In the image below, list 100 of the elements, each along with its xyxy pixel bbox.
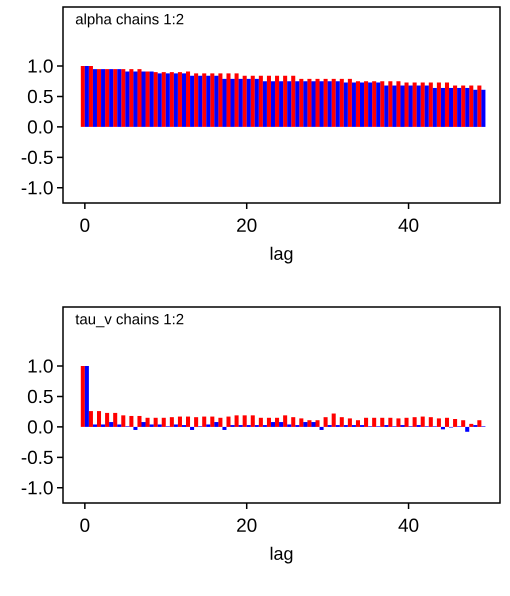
- bar: [364, 81, 368, 127]
- bar: [275, 418, 280, 427]
- bar: [178, 416, 182, 427]
- bar: [246, 78, 251, 127]
- y-tick-label: 0.5: [28, 90, 53, 104]
- bar: [218, 418, 222, 427]
- bar: [218, 73, 222, 127]
- bar: [477, 420, 482, 427]
- y-tick-label: -1.0: [22, 481, 53, 494]
- bar: [473, 90, 478, 127]
- bar: [368, 82, 372, 127]
- bar: [210, 416, 214, 427]
- bar: [137, 416, 142, 427]
- bar: [465, 426, 470, 432]
- bar: [250, 415, 255, 427]
- bar: [96, 69, 102, 127]
- bar: [344, 82, 348, 127]
- bar: [396, 418, 400, 427]
- bar: [262, 81, 267, 127]
- bar: [258, 418, 263, 427]
- bar: [360, 82, 364, 127]
- bar: [194, 417, 198, 427]
- bar: [125, 72, 130, 127]
- bar: [266, 76, 271, 127]
- bar: [287, 81, 292, 127]
- bar: [287, 424, 292, 427]
- bar: [436, 82, 441, 127]
- bar: [307, 78, 312, 127]
- bar: [234, 415, 239, 427]
- bar: [320, 81, 324, 127]
- x-axis-title: lag: [270, 246, 292, 264]
- bar: [336, 81, 340, 127]
- bar: [206, 424, 210, 427]
- bar: [384, 86, 388, 127]
- bar: [146, 418, 150, 427]
- bar: [388, 418, 392, 427]
- bar: [380, 81, 384, 127]
- bar: [283, 415, 288, 427]
- bar: [348, 418, 352, 427]
- x-tick-label: 20: [237, 218, 256, 232]
- bar: [266, 418, 271, 427]
- bar: [299, 78, 304, 127]
- bar: [396, 81, 400, 127]
- bar: [428, 417, 433, 427]
- bar: [96, 411, 102, 427]
- bar: [295, 81, 300, 127]
- bar: [154, 72, 158, 127]
- bar: [105, 69, 110, 127]
- bar: [444, 82, 450, 127]
- bar: [440, 88, 445, 127]
- bar: [332, 78, 336, 127]
- bar: [275, 76, 280, 127]
- bar: [84, 66, 89, 127]
- bar: [311, 422, 316, 427]
- bar: [279, 81, 284, 127]
- bar: [420, 416, 425, 427]
- bar: [372, 418, 376, 427]
- x-tick-label: 40: [398, 518, 418, 532]
- bar: [457, 88, 462, 127]
- bar: [303, 422, 308, 427]
- bar: [465, 88, 470, 127]
- bar: [270, 81, 276, 127]
- bar: [170, 72, 174, 127]
- bar: [400, 86, 405, 127]
- bar: [121, 415, 126, 427]
- bar: [299, 418, 304, 427]
- y-tick-label: -1.0: [22, 181, 53, 194]
- bar: [117, 69, 122, 127]
- bar: [210, 73, 214, 127]
- bar: [158, 424, 162, 427]
- bar: [162, 72, 166, 127]
- bar: [222, 78, 226, 127]
- bar: [469, 424, 474, 427]
- bar: [202, 73, 206, 127]
- x-tick-label: 0: [80, 218, 90, 232]
- bar: [226, 73, 231, 127]
- bar: [324, 78, 328, 127]
- bar: [291, 76, 296, 127]
- bar: [376, 82, 380, 127]
- bar: [303, 81, 308, 127]
- bar: [412, 417, 417, 427]
- bar: [477, 86, 482, 127]
- bar: [453, 86, 458, 127]
- bar: [150, 424, 154, 427]
- bar: [129, 69, 134, 127]
- bar: [137, 69, 142, 127]
- bar: [230, 78, 235, 127]
- bar: [461, 86, 466, 127]
- bar: [101, 424, 106, 427]
- y-tick-label: -0.5: [22, 450, 53, 464]
- bar: [234, 73, 239, 127]
- bar: [150, 72, 154, 127]
- bar: [80, 366, 85, 427]
- x-axis-title: lag: [270, 546, 292, 564]
- bar: [121, 69, 126, 127]
- bar: [117, 424, 122, 427]
- x-tick-label: 20: [237, 518, 256, 532]
- bar: [461, 420, 466, 427]
- bar: [109, 422, 114, 427]
- bar: [101, 69, 106, 127]
